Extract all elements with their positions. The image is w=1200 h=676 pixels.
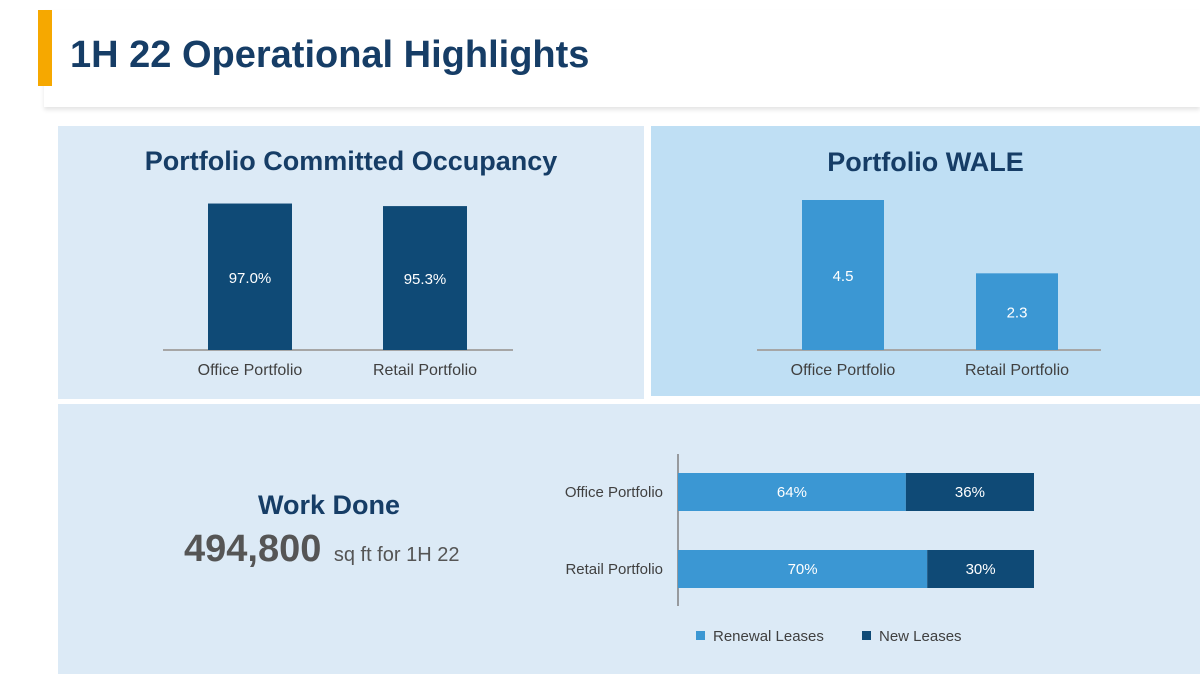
occupancy-chart: 97.0% Office Portfolio 95.3% Retail Portfol…	[163, 203, 513, 379]
legend-label: Renewal Leases	[713, 628, 824, 645]
lease-category-label: Retail Portfolio	[565, 561, 663, 578]
wale-tick-label: Retail Portfolio	[965, 362, 1069, 379]
work-done-title: Work Done	[258, 490, 401, 520]
lease-bar-segment	[927, 550, 1034, 588]
work-done-unit: sq ft for 1H 22	[333, 544, 460, 566]
wale-tick-label: Office Portfolio	[791, 362, 896, 379]
lease-category-label: Office Portfolio	[565, 484, 663, 501]
title-bar	[44, 10, 1200, 107]
lease-mix-chart: Office Portfolio 64% 36% Retail Portfolio 70…	[565, 454, 1034, 645]
wale-data-label: 2.3	[1007, 305, 1028, 322]
title-accent-bar	[38, 10, 52, 86]
lease-bar-segment	[678, 473, 906, 511]
occupancy-panel: Portfolio Committed Occupancy 97.0% Offic…	[58, 126, 644, 399]
lease-bar-segment	[678, 550, 928, 588]
wale-bar	[976, 273, 1058, 350]
occupancy-tick-label: Retail Portfolio	[373, 362, 477, 379]
wale-bar	[802, 200, 884, 350]
lease-data-label: 70%	[788, 561, 818, 578]
occupancy-bar	[208, 203, 292, 350]
lease-data-label: 36%	[955, 484, 985, 501]
legend-swatch	[862, 631, 871, 640]
wale-data-label: 4.5	[833, 268, 854, 285]
wale-chart: 4.5 Office Portfolio 2.3 Retail Portfolio	[757, 200, 1101, 379]
lease-data-label: 30%	[966, 561, 996, 578]
occupancy-tick-label: Office Portfolio	[198, 362, 303, 379]
legend-label: New Leases	[879, 628, 962, 645]
legend-swatch	[696, 631, 705, 640]
lease-bar-segment	[905, 473, 1034, 511]
wale-chart-title: Portfolio WALE	[827, 147, 1024, 177]
lease-data-label: 64%	[777, 484, 807, 501]
work-done-value: 494,800	[184, 528, 322, 570]
work-done-panel: Work Done 494,800 sq ft for 1H 22 Office…	[58, 404, 1200, 674]
wale-panel: Portfolio WALE 4.5 Office Portfolio 2.3 Ret…	[651, 126, 1200, 396]
occupancy-data-label: 95.3%	[404, 271, 447, 288]
occupancy-data-label: 97.0%	[229, 270, 272, 287]
occupancy-bar	[383, 206, 467, 350]
page-title: 1H 22 Operational Highlights	[70, 34, 590, 76]
work-done-figure: 494,800 sq ft for 1H 22	[184, 528, 459, 571]
occupancy-chart-title: Portfolio Committed Occupancy	[144, 146, 558, 176]
